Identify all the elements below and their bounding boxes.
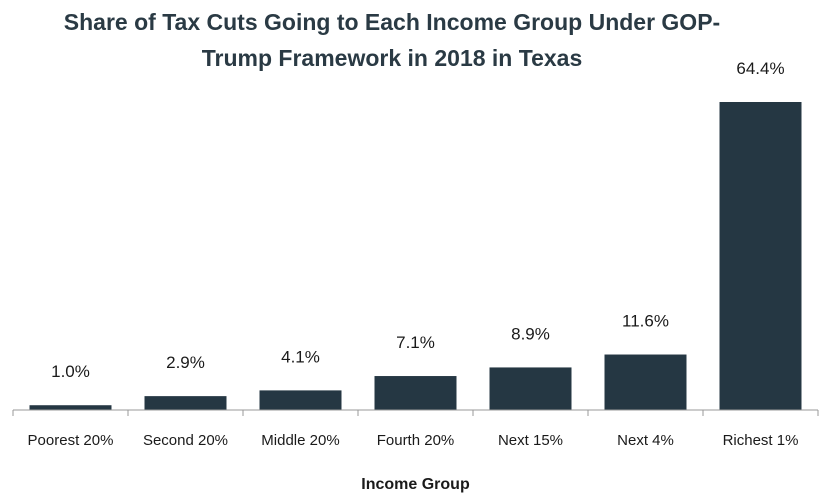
x-tick-label-poorest-20: Poorest 20%: [28, 432, 114, 449]
data-label-middle-20: 4.1%: [281, 347, 320, 366]
x-tick-label-middle-20: Middle 20%: [261, 432, 339, 449]
bar-second-20: [144, 396, 227, 410]
x-tick-label-richest-1: Richest 1%: [723, 432, 799, 449]
bar-middle-20: [259, 390, 342, 410]
data-label-poorest-20: 1.0%: [51, 362, 90, 381]
chart-title-line-1: Share of Tax Cuts Going to Each Income G…: [64, 9, 720, 35]
data-label-second-20: 2.9%: [166, 353, 205, 372]
data-label-fourth-20: 7.1%: [396, 333, 435, 352]
x-tick-label-next-4: Next 4%: [617, 432, 674, 449]
x-tick-label-fourth-20: Fourth 20%: [377, 432, 455, 449]
x-tick-label-next-15: Next 15%: [498, 432, 563, 449]
x-tick-label-second-20: Second 20%: [143, 432, 228, 449]
bar-poorest-20: [29, 405, 112, 410]
bar-fourth-20: [374, 376, 457, 410]
data-label-richest-1: 64.4%: [736, 59, 784, 78]
data-label-next-4: 11.6%: [622, 312, 669, 331]
chart-title-line-2: Trump Framework in 2018 in Texas: [202, 45, 583, 71]
bar-next-15: [489, 367, 572, 410]
bar-next-4: [604, 354, 687, 410]
x-axis-label: Income Group: [361, 476, 470, 493]
data-label-next-15: 8.9%: [511, 324, 550, 343]
bar-richest-1: [719, 102, 802, 410]
plot-area: 1.0% Poorest 20% 2.9% Second 20% 4.1% Middle …: [12, 59, 819, 449]
